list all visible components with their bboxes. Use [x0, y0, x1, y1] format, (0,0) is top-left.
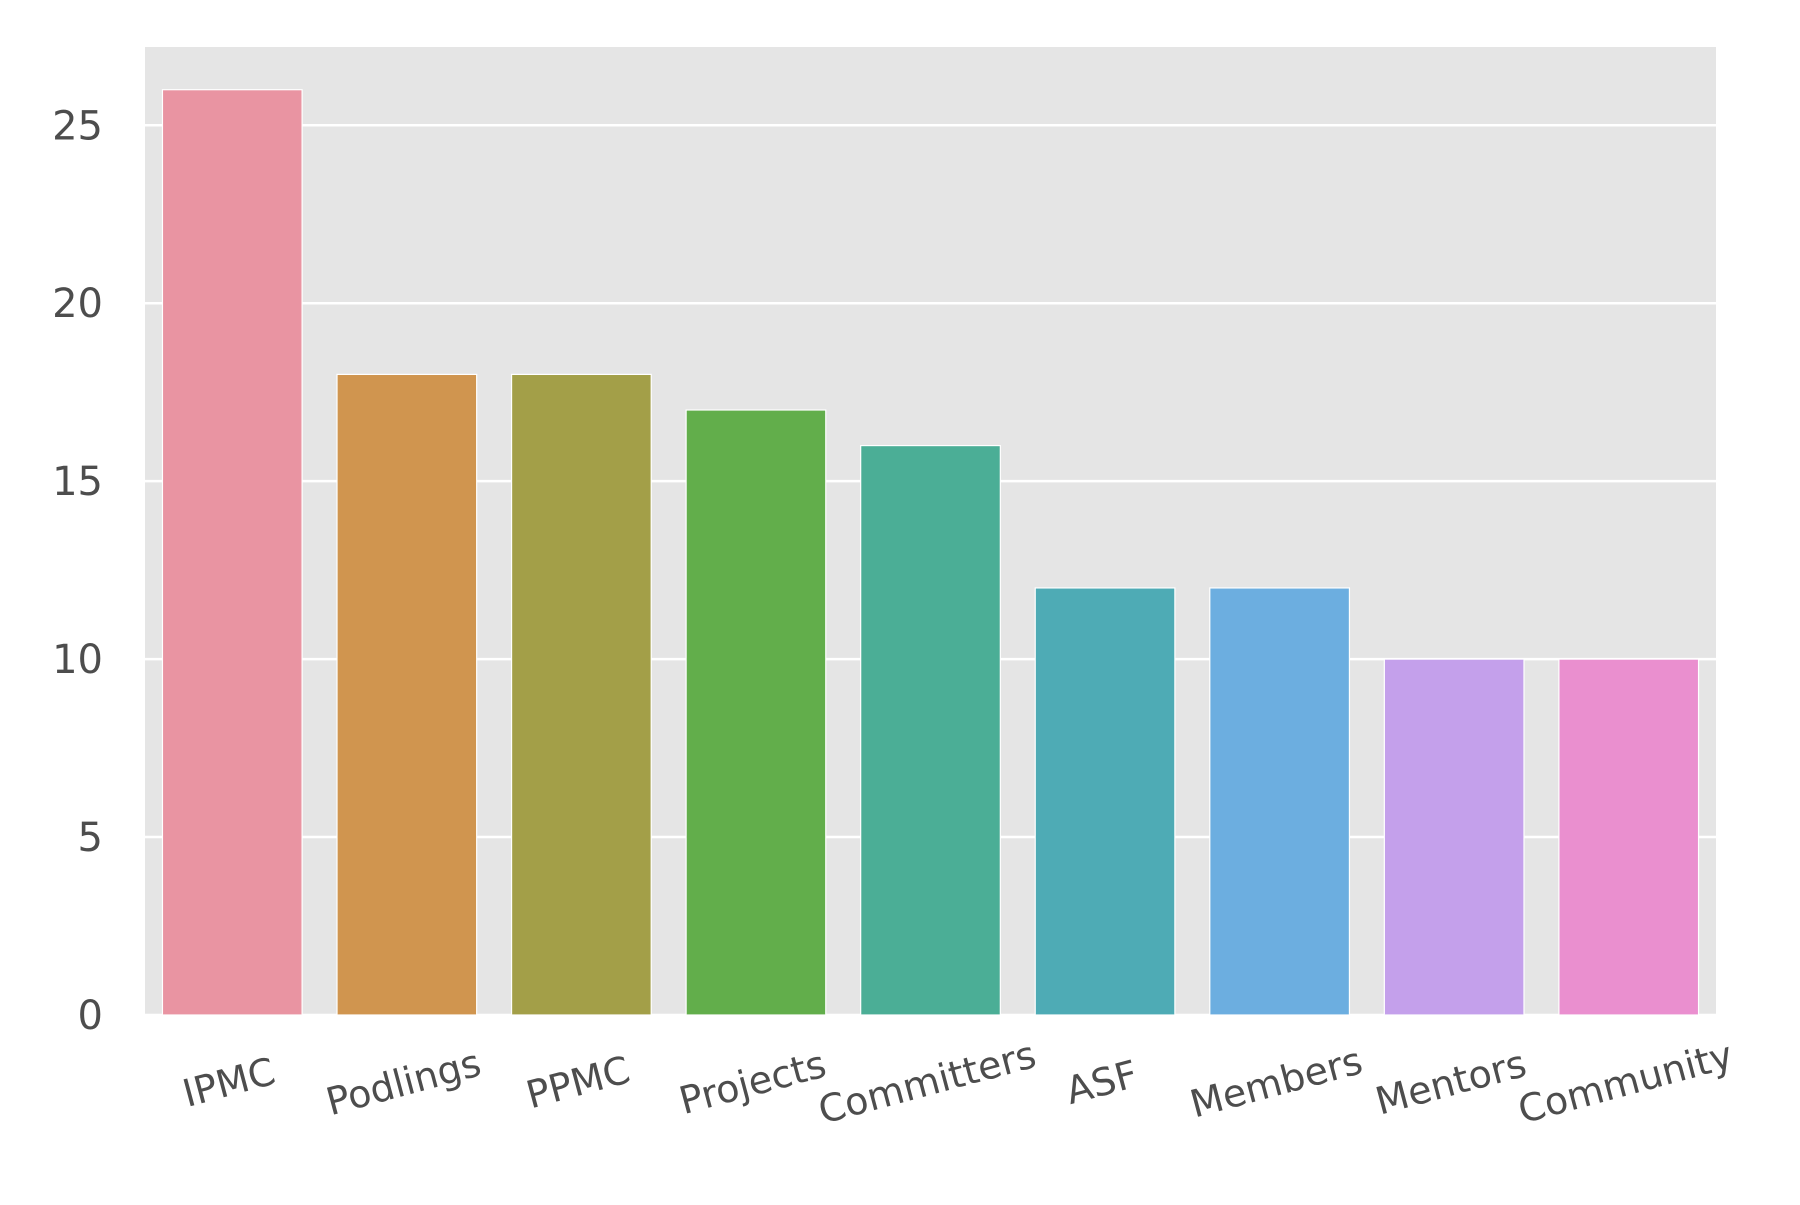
x-tick-label-ipmc: IPMC	[178, 1049, 280, 1116]
y-tick-label: 20	[52, 281, 103, 327]
x-tick-label-podlings: Podlings	[321, 1041, 485, 1124]
bar-mentors	[1383, 658, 1525, 1016]
y-tick-label: 5	[78, 815, 103, 861]
bar-ppmc	[510, 373, 652, 1016]
x-tick-label-community: Community	[1513, 1033, 1737, 1132]
y-tick-label: 25	[52, 103, 103, 149]
bars	[161, 89, 1700, 1016]
y-axis-ticks: 0 5 10 15 20 25	[52, 103, 103, 1039]
x-tick-label-ppmc: PPMC	[522, 1048, 635, 1118]
y-tick-label: 0	[78, 993, 103, 1039]
x-tick-label-asf: ASF	[1061, 1052, 1142, 1113]
bar-community	[1558, 658, 1700, 1016]
x-tick-label-members: Members	[1185, 1038, 1366, 1126]
bar-ipmc	[161, 89, 303, 1016]
y-tick-label: 15	[52, 459, 103, 505]
y-tick-label: 10	[52, 637, 103, 683]
bar-committers	[860, 444, 1001, 1016]
bar-members	[1209, 587, 1351, 1016]
x-tick-label-projects: Projects	[675, 1042, 831, 1123]
bar-asf	[1034, 587, 1176, 1016]
bar-projects	[685, 409, 827, 1016]
x-tick-label-mentors: Mentors	[1371, 1041, 1531, 1123]
x-tick-label-committers: Committers	[814, 1032, 1041, 1132]
bar-podlings	[336, 373, 478, 1016]
